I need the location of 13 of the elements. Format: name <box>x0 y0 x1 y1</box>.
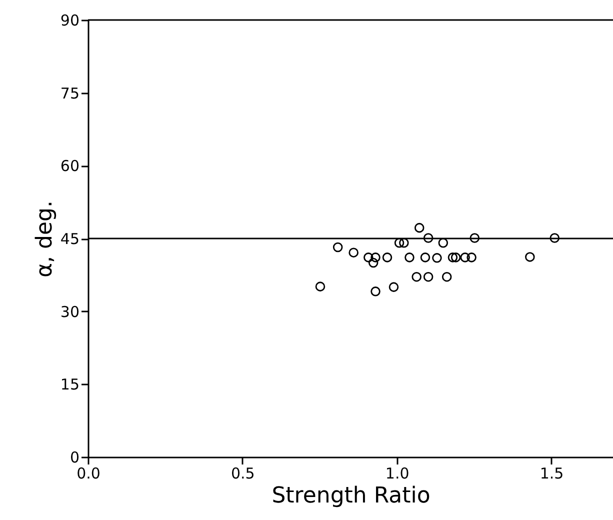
x-tick-label: 1.0 <box>385 464 410 482</box>
y-tick-label: 60 <box>60 157 80 176</box>
x-tick-label: 1.5 <box>540 464 564 482</box>
y-tick-label: 90 <box>60 12 80 30</box>
y-axis-title: α, deg. <box>32 200 58 278</box>
y-tick-label: 30 <box>60 302 80 321</box>
y-tick-label: 45 <box>60 230 80 248</box>
y-tick-label: 0 <box>70 448 80 466</box>
x-axis-title: Strength Ratio <box>272 484 430 508</box>
x-tick-label: 0.5 <box>230 464 255 482</box>
y-tick-label: 75 <box>60 84 80 102</box>
y-tick-label: 15 <box>60 376 80 394</box>
x-tick-label: 0.0 <box>76 464 100 482</box>
